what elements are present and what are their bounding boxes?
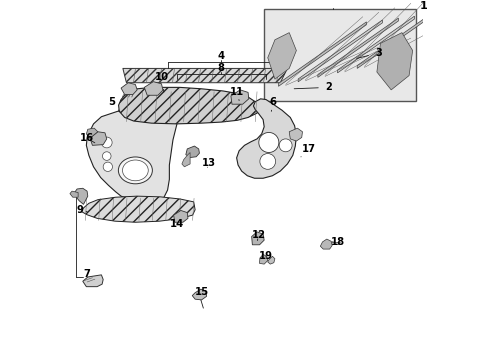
- Text: 3: 3: [356, 48, 381, 58]
- Polygon shape: [86, 128, 98, 138]
- Circle shape: [103, 162, 112, 171]
- Text: 6: 6: [269, 98, 276, 111]
- Text: 2: 2: [294, 82, 331, 93]
- Polygon shape: [278, 22, 366, 86]
- Bar: [264, 9, 415, 100]
- Circle shape: [259, 154, 275, 169]
- Text: 9: 9: [76, 205, 87, 215]
- Text: 7: 7: [83, 269, 90, 279]
- Ellipse shape: [118, 157, 152, 184]
- Polygon shape: [356, 14, 429, 68]
- Circle shape: [102, 152, 111, 160]
- Polygon shape: [251, 232, 264, 245]
- Polygon shape: [320, 239, 331, 249]
- Text: 13: 13: [202, 158, 215, 168]
- Polygon shape: [173, 211, 187, 222]
- Text: 5: 5: [108, 98, 120, 112]
- Polygon shape: [317, 18, 398, 77]
- Text: 11: 11: [230, 87, 244, 100]
- Text: 15: 15: [194, 287, 208, 297]
- Circle shape: [258, 132, 278, 153]
- Text: 1: 1: [419, 1, 427, 11]
- Text: 4: 4: [217, 51, 224, 61]
- Circle shape: [279, 139, 291, 152]
- Polygon shape: [259, 255, 267, 264]
- Polygon shape: [376, 33, 412, 90]
- Polygon shape: [230, 90, 248, 104]
- Text: 16: 16: [80, 133, 95, 143]
- Polygon shape: [121, 83, 137, 95]
- Polygon shape: [81, 196, 195, 222]
- Text: 8: 8: [217, 63, 224, 73]
- Polygon shape: [337, 16, 414, 73]
- Polygon shape: [122, 68, 287, 83]
- Polygon shape: [298, 20, 382, 82]
- Polygon shape: [144, 82, 163, 95]
- Polygon shape: [118, 87, 258, 124]
- Polygon shape: [288, 128, 302, 141]
- Polygon shape: [267, 33, 296, 79]
- Polygon shape: [236, 99, 296, 178]
- Polygon shape: [192, 289, 206, 300]
- Polygon shape: [86, 109, 178, 202]
- Polygon shape: [90, 132, 106, 145]
- Text: 19: 19: [259, 251, 272, 261]
- Text: 12: 12: [251, 230, 265, 240]
- Polygon shape: [185, 146, 199, 158]
- Text: 14: 14: [169, 219, 183, 229]
- Text: 17: 17: [300, 144, 315, 157]
- Polygon shape: [74, 188, 88, 204]
- Ellipse shape: [122, 160, 148, 181]
- Polygon shape: [182, 153, 190, 167]
- Polygon shape: [267, 256, 274, 264]
- Circle shape: [101, 137, 112, 148]
- Text: 18: 18: [330, 237, 344, 247]
- Text: 10: 10: [155, 72, 169, 92]
- Polygon shape: [82, 275, 103, 287]
- Polygon shape: [70, 191, 78, 197]
